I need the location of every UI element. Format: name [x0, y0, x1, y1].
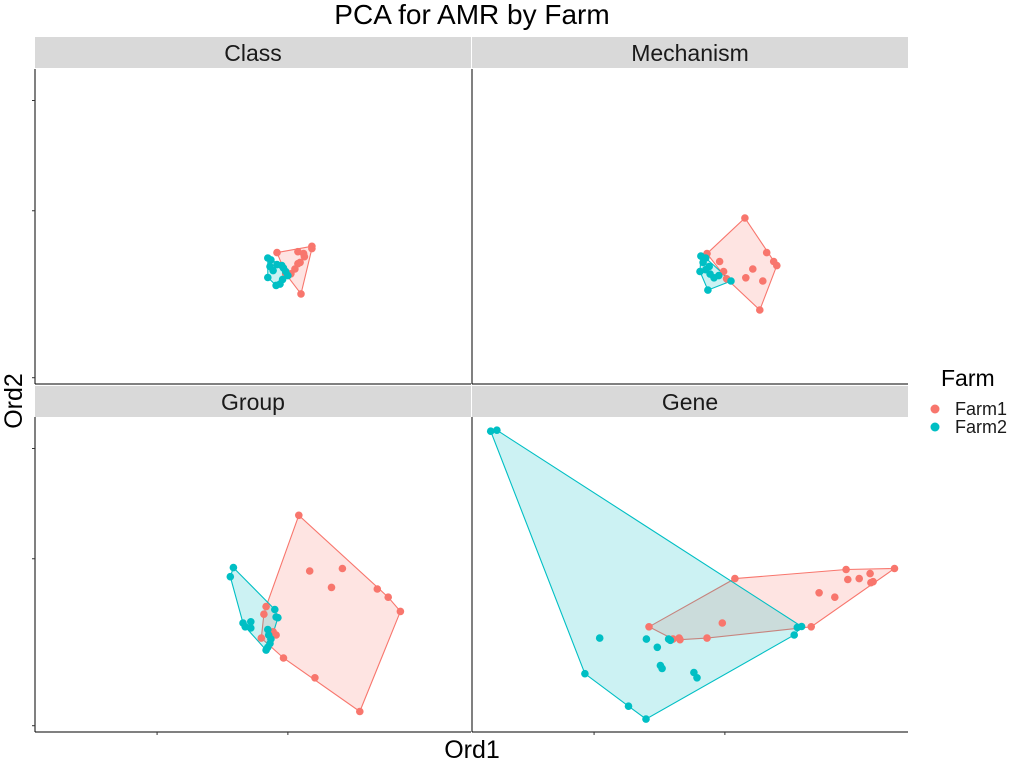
legend-label-farm2: Farm2: [955, 417, 1007, 437]
point-farm1: [297, 290, 305, 298]
legend-title: Farm: [941, 365, 995, 391]
facet-label-mechanism: Mechanism: [631, 40, 749, 66]
point-farm2: [262, 646, 270, 654]
point-farm1: [257, 634, 266, 642]
facet-mechanism: Mechanism: [471, 37, 908, 385]
point-farm2: [704, 286, 712, 294]
point-farm1: [815, 589, 823, 597]
point-farm2: [727, 277, 735, 285]
panel-background: [472, 417, 908, 732]
y-axis-title: Ord2: [0, 373, 28, 429]
point-farm2: [226, 572, 235, 581]
point-farm1: [866, 569, 874, 578]
point-farm1: [300, 252, 309, 261]
point-farm2: [264, 273, 272, 282]
point-farm1: [279, 654, 288, 662]
point-farm2: [595, 634, 604, 642]
point-farm2: [274, 613, 282, 622]
point-farm1: [311, 674, 319, 682]
x-axis-title: Ord1: [444, 736, 500, 764]
point-farm1: [356, 707, 364, 716]
point-farm2: [486, 427, 495, 436]
point-farm2: [284, 271, 292, 280]
point-farm2: [267, 256, 275, 264]
point-farm1: [759, 277, 767, 285]
point-farm1: [842, 565, 850, 574]
point-farm1: [260, 610, 268, 618]
point-farm1: [676, 635, 684, 644]
point-farm2: [790, 631, 798, 639]
point-farm1: [338, 564, 347, 573]
point-farm1: [741, 214, 749, 222]
facet-group: Group: [32, 386, 471, 735]
facet-label-gene: Gene: [662, 389, 718, 415]
point-farm1: [855, 574, 863, 583]
point-farm1: [272, 631, 280, 639]
point-farm1: [742, 274, 750, 282]
point-farm2: [797, 622, 806, 631]
legend-key-farm1: [930, 404, 940, 414]
point-farm2: [699, 258, 707, 267]
facet-gene: Gene: [471, 386, 908, 735]
point-farm1: [305, 567, 314, 575]
legend-label-farm1: Farm1: [955, 399, 1007, 419]
point-farm2: [642, 635, 651, 643]
point-farm2: [624, 702, 633, 710]
chart-title: PCA for AMR by Farm: [334, 0, 609, 30]
point-farm2: [696, 267, 704, 276]
panel-background: [35, 417, 471, 732]
point-farm2: [581, 669, 589, 678]
legend-key-farm2: [930, 422, 940, 432]
point-farm1: [645, 623, 653, 631]
facet-strip-gene: [472, 386, 908, 417]
point-farm2: [656, 661, 665, 670]
point-farm2: [269, 266, 277, 275]
facet-label-group: Group: [221, 389, 285, 415]
facet-grid: Class Mechanism Group Gene: [32, 37, 908, 735]
point-farm1: [807, 623, 815, 631]
point-farm1: [867, 578, 875, 587]
point-farm2: [271, 605, 279, 614]
point-farm1: [773, 261, 781, 270]
point-farm2: [666, 636, 675, 645]
facet-label-class: Class: [224, 40, 282, 66]
point-farm1: [731, 574, 739, 583]
facet-strip-mechanism: [472, 37, 908, 68]
point-farm2: [272, 281, 280, 290]
point-farm2: [642, 715, 650, 723]
point-farm1: [831, 593, 839, 601]
point-farm1: [308, 244, 316, 253]
point-farm2: [690, 668, 698, 677]
point-farm1: [756, 306, 764, 314]
point-farm1: [844, 575, 852, 584]
point-farm1: [715, 257, 724, 266]
point-farm1: [373, 585, 382, 593]
point-farm1: [273, 248, 281, 257]
point-farm2: [229, 563, 238, 572]
point-farm1: [396, 607, 405, 616]
point-farm1: [703, 634, 711, 642]
panel-background: [472, 69, 908, 384]
facet-strip-class: [35, 37, 471, 68]
point-farm2: [715, 271, 723, 280]
point-farm1: [295, 511, 303, 520]
panel-background: [35, 69, 471, 384]
point-farm2: [247, 618, 255, 626]
point-farm2: [493, 426, 501, 435]
point-farm1: [327, 583, 336, 592]
point-farm2: [653, 643, 662, 652]
point-farm1: [762, 248, 771, 257]
point-farm1: [718, 619, 727, 627]
facet-class: Class: [32, 37, 471, 385]
point-farm2: [247, 624, 255, 632]
point-farm1: [749, 265, 757, 273]
point-farm1: [890, 564, 899, 573]
point-farm1: [262, 602, 270, 611]
facet-strip-group: [35, 386, 471, 417]
hull-farm2: [489, 429, 803, 720]
point-farm1: [384, 593, 393, 601]
